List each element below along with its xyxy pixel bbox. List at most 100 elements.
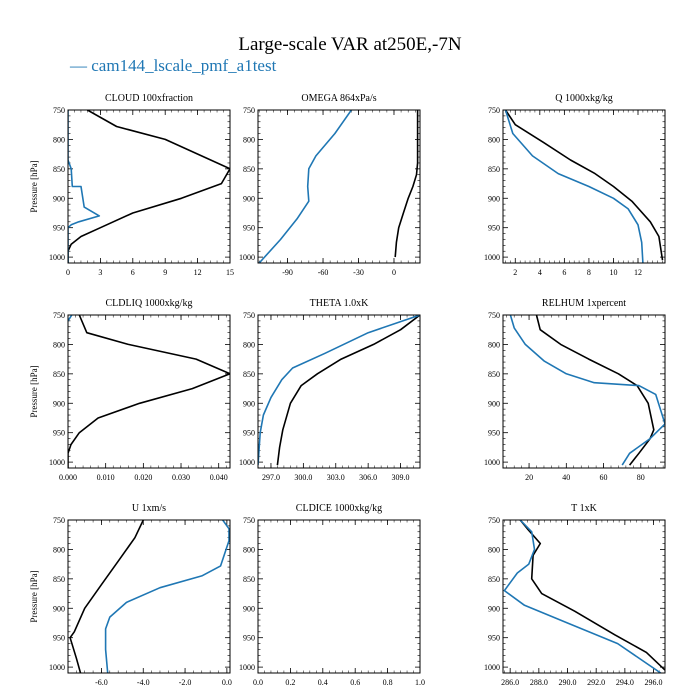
x-tick-label: 2 (513, 268, 517, 277)
x-tick-label: 40 (562, 473, 570, 482)
panel-6: U 1xm/s Pressure [hPa] 750 800 850 900 950 1000… (29, 503, 232, 687)
panel-title: CLDLIQ 1000xkg/kg (106, 298, 193, 309)
series-line-1 (68, 110, 101, 263)
panel-title: CLOUD 100xfraction (105, 93, 193, 104)
panel-4: THETA 1.0xK 750 800 850 900 950 1000 297.0 300.0… (239, 298, 421, 482)
y-tick-label: 850 (243, 575, 255, 584)
x-tick-label: 9 (163, 268, 167, 277)
x-tick-label: 0.0 (253, 678, 263, 687)
series-line-0 (394, 110, 419, 258)
y-tick-label: 850 (53, 370, 65, 379)
x-tick-label: 6 (131, 268, 135, 277)
y-tick-label: 900 (53, 194, 65, 203)
y-tick-label: 1000 (484, 458, 500, 467)
y-tick-label: 950 (243, 429, 255, 438)
y-tick-label: 800 (53, 545, 65, 554)
panel-title: THETA 1.0xK (310, 298, 369, 309)
series-line-0 (68, 315, 230, 468)
y-tick-label: 900 (488, 194, 500, 203)
y-tick-label: 800 (53, 340, 65, 349)
y-tick-label: 900 (243, 604, 255, 613)
panel-title: Q 1000xkg/kg (555, 93, 613, 104)
y-axis-label: Pressure [hPa] (29, 160, 39, 212)
y-axis-label: Pressure [hPa] (29, 365, 39, 417)
y-tick-label: 850 (243, 165, 255, 174)
plot-frame (67, 314, 231, 469)
y-tick-label: 850 (488, 165, 500, 174)
y-tick-label: 750 (488, 516, 500, 525)
y-tick-label: 750 (243, 516, 255, 525)
y-tick-label: 950 (53, 429, 65, 438)
y-tick-label: 850 (488, 575, 500, 584)
y-tick-label: 750 (488, 311, 500, 320)
x-tick-label: 12 (634, 268, 642, 277)
x-tick-label: 303.0 (327, 473, 345, 482)
plot-frame (67, 519, 231, 674)
figure-title: Large-scale VAR at250E,-7N (238, 34, 462, 55)
series-line-1 (258, 110, 353, 263)
x-tick-label: 20 (525, 473, 533, 482)
y-tick-label: 750 (53, 106, 65, 115)
y-tick-label: 1000 (49, 663, 65, 672)
x-tick-label: 0.4 (318, 678, 328, 687)
series-line-0 (276, 315, 420, 466)
x-tick-label: 0 (66, 268, 70, 277)
plot-frame (257, 519, 421, 674)
x-tick-label: 0.000 (59, 473, 77, 482)
panel-0: CLOUD 100xfraction Pressure [hPa] 750 800 85… (29, 93, 234, 277)
x-tick-label: 297.0 (262, 473, 280, 482)
y-tick-label: 850 (53, 575, 65, 584)
x-tick-label: 0.040 (210, 473, 228, 482)
legend-entry: cam144_lscale_pmf_a1test (91, 56, 277, 75)
x-tick-label: 0 (392, 268, 396, 277)
x-tick-label: 0.020 (134, 473, 152, 482)
y-axis-label: Pressure [hPa] (29, 570, 39, 622)
y-tick-label: 800 (243, 340, 255, 349)
panel-2: Q 1000xkg/kg 750 800 850 900 950 1000 2 4 6 8 10 12 (484, 93, 666, 277)
series-line-1 (104, 520, 230, 673)
x-tick-label: 292.0 (587, 678, 605, 687)
plot-frame (257, 314, 421, 469)
panel-title: U 1xm/s (132, 503, 166, 514)
x-tick-label: 80 (637, 473, 645, 482)
x-tick-label: 6 (562, 268, 566, 277)
x-tick-label: -6.0 (95, 678, 108, 687)
y-tick-label: 750 (53, 311, 65, 320)
legend: — cam144_lscale_pmf_a1test (70, 56, 276, 76)
panel-title: RELHUM 1xpercent (542, 298, 626, 309)
y-tick-label: 850 (53, 165, 65, 174)
y-tick-label: 900 (488, 604, 500, 613)
x-tick-label: 0.8 (383, 678, 393, 687)
series-line-1 (509, 315, 665, 466)
series-line-1 (503, 520, 662, 673)
series-line-0 (519, 520, 665, 671)
y-tick-label: 950 (53, 634, 65, 643)
y-tick-label: 900 (243, 399, 255, 408)
panel-title: OMEGA 864xPa/s (301, 93, 376, 104)
x-tick-label: 288.0 (530, 678, 548, 687)
y-tick-label: 800 (488, 545, 500, 554)
x-tick-label: -60 (318, 268, 329, 277)
x-tick-label: 0.010 (97, 473, 115, 482)
y-tick-label: 950 (488, 634, 500, 643)
y-tick-label: 800 (53, 135, 65, 144)
x-tick-label: 15 (226, 268, 234, 277)
y-tick-label: 750 (53, 516, 65, 525)
y-tick-label: 1000 (484, 663, 500, 672)
x-tick-label: 0.2 (285, 678, 295, 687)
x-tick-label: 0.0 (222, 678, 232, 687)
y-tick-label: 950 (243, 224, 255, 233)
y-tick-label: 1000 (239, 253, 255, 262)
y-tick-label: 900 (243, 194, 255, 203)
y-tick-label: 850 (243, 370, 255, 379)
y-tick-label: 1000 (484, 253, 500, 262)
x-tick-label: 4 (538, 268, 542, 277)
plot-frame (67, 109, 231, 264)
x-tick-label: 309.0 (392, 473, 410, 482)
y-tick-label: 950 (488, 224, 500, 233)
x-tick-label: -2.0 (179, 678, 192, 687)
series-line-1 (258, 315, 420, 466)
legend-marker: — (70, 56, 87, 75)
